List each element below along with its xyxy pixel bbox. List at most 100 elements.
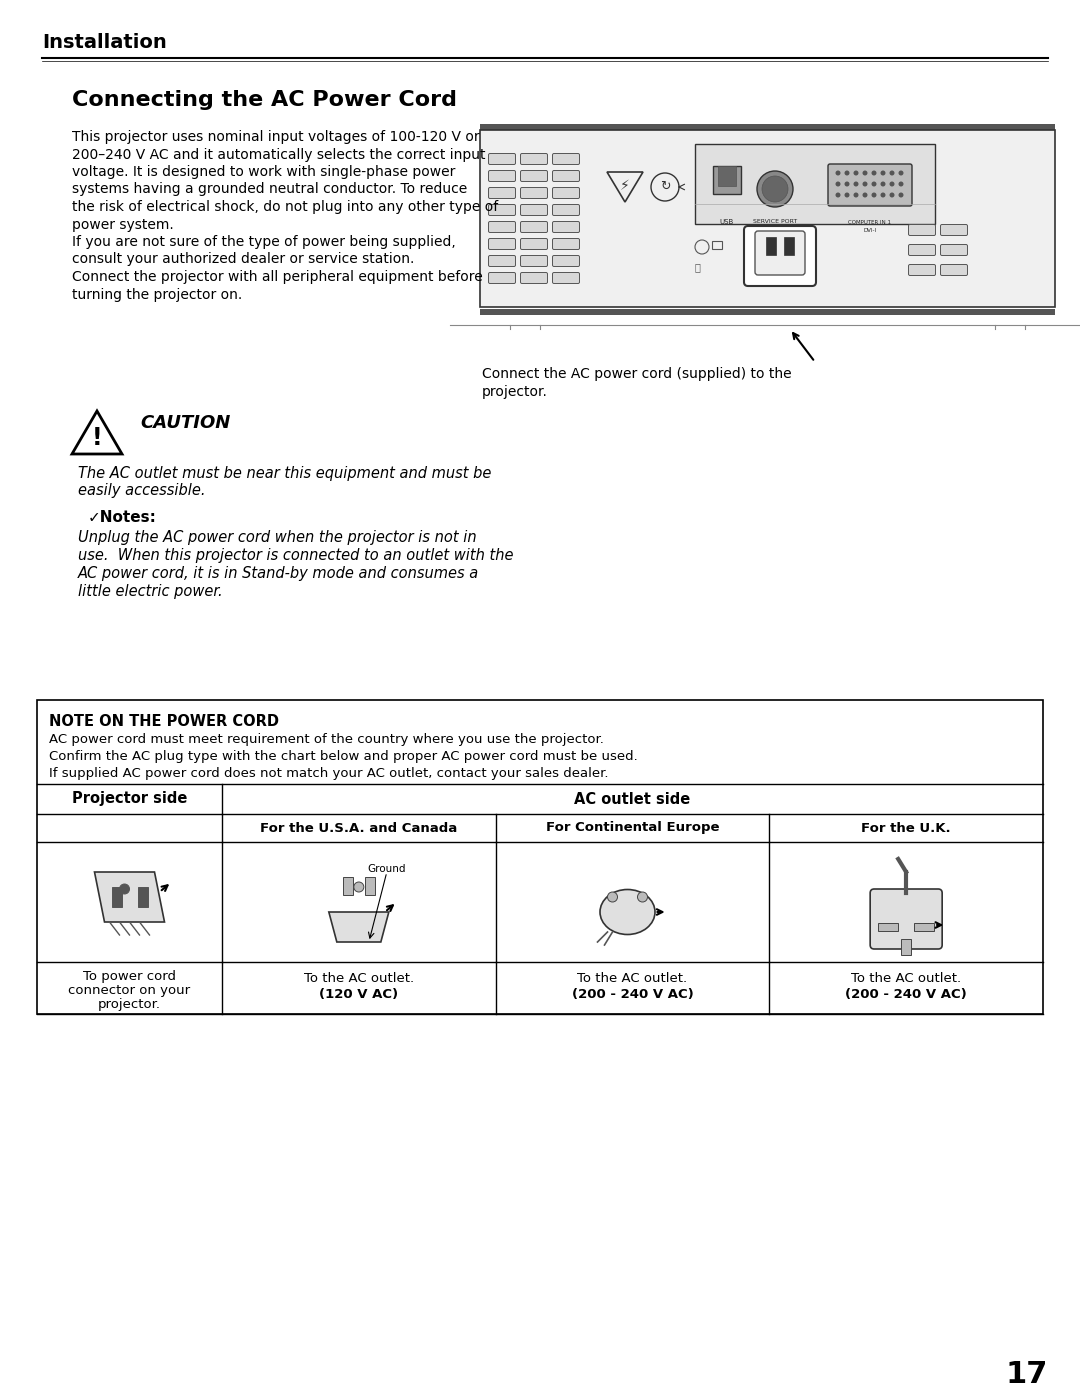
Circle shape [836, 182, 840, 186]
FancyBboxPatch shape [521, 239, 548, 250]
Bar [342, 876, 353, 895]
Bar [137, 888, 148, 907]
FancyBboxPatch shape [744, 226, 816, 286]
Circle shape [836, 171, 840, 175]
Ellipse shape [600, 889, 654, 935]
Text: projector.: projector. [98, 999, 161, 1011]
Text: connector on your: connector on your [68, 983, 190, 997]
Circle shape [845, 171, 850, 175]
Polygon shape [72, 411, 122, 454]
Bar [713, 167, 741, 194]
Text: 17: 17 [1005, 1360, 1048, 1389]
FancyBboxPatch shape [521, 171, 548, 182]
FancyBboxPatch shape [870, 889, 942, 949]
FancyBboxPatch shape [941, 244, 968, 256]
Text: CAUTION: CAUTION [140, 414, 230, 432]
Bar [111, 888, 121, 907]
FancyBboxPatch shape [488, 171, 515, 182]
FancyBboxPatch shape [553, 188, 580, 199]
Text: voltage. It is designed to work with single-phase power: voltage. It is designed to work with sin… [72, 165, 456, 179]
Text: To the AC outlet.: To the AC outlet. [303, 972, 414, 985]
FancyBboxPatch shape [755, 231, 805, 275]
Circle shape [757, 171, 793, 207]
Text: 🔒: 🔒 [694, 263, 700, 272]
Circle shape [651, 174, 679, 201]
FancyBboxPatch shape [521, 256, 548, 267]
Text: If you are not sure of the type of power being supplied,: If you are not sure of the type of power… [72, 235, 456, 249]
Text: AC power cord, it is in Stand-by mode and consumes a: AC power cord, it is in Stand-by mode an… [78, 565, 480, 581]
Bar [878, 924, 899, 931]
Text: (200 - 240 V AC): (200 - 240 V AC) [846, 988, 967, 1001]
FancyBboxPatch shape [941, 225, 968, 236]
FancyBboxPatch shape [553, 204, 580, 215]
Polygon shape [328, 913, 389, 942]
Circle shape [836, 193, 840, 197]
Text: ⚡: ⚡ [620, 179, 630, 193]
Text: AC outlet side: AC outlet side [575, 792, 690, 807]
Text: DVI-I: DVI-I [863, 228, 877, 233]
Circle shape [863, 193, 867, 197]
Circle shape [762, 176, 788, 201]
Bar [480, 131, 1055, 307]
Text: For Continental Europe: For Continental Europe [545, 821, 719, 835]
FancyBboxPatch shape [488, 221, 515, 232]
Circle shape [899, 193, 904, 197]
Text: easily accessible.: easily accessible. [78, 483, 205, 499]
Text: For the U.K.: For the U.K. [862, 821, 951, 835]
FancyBboxPatch shape [488, 188, 515, 199]
FancyBboxPatch shape [488, 239, 515, 250]
FancyBboxPatch shape [553, 272, 580, 283]
Text: NOTE ON THE POWER CORD: NOTE ON THE POWER CORD [49, 714, 279, 729]
Text: USB: USB [720, 219, 734, 225]
Text: ↻: ↻ [660, 179, 671, 193]
Text: the risk of electrical shock, do not plug into any other type of: the risk of electrical shock, do not plu… [72, 200, 498, 214]
Text: systems having a grounded neutral conductor. To reduce: systems having a grounded neutral conduc… [72, 182, 468, 196]
Bar [766, 238, 777, 256]
Text: Ground: Ground [367, 864, 406, 874]
FancyBboxPatch shape [488, 154, 515, 164]
Circle shape [863, 182, 867, 186]
Text: ✓Notes:: ✓Notes: [87, 510, 157, 525]
FancyBboxPatch shape [908, 225, 935, 236]
Circle shape [853, 171, 859, 175]
Circle shape [890, 193, 894, 197]
Bar [37, 700, 1043, 1014]
Circle shape [637, 892, 648, 901]
Circle shape [872, 171, 877, 175]
Bar [480, 308, 1055, 315]
Circle shape [899, 182, 904, 186]
FancyBboxPatch shape [488, 204, 515, 215]
Circle shape [120, 883, 130, 895]
Text: AC power cord must meet requirement of the country where you use the projector.: AC power cord must meet requirement of t… [49, 733, 604, 746]
Text: This projector uses nominal input voltages of 100-120 V or: This projector uses nominal input voltag… [72, 131, 480, 144]
Text: Connect the AC power cord (supplied) to the: Connect the AC power cord (supplied) to … [482, 367, 792, 381]
Text: little electric power.: little electric power. [78, 583, 222, 599]
Text: (120 V AC): (120 V AC) [320, 988, 399, 1001]
Bar [784, 238, 794, 256]
Circle shape [872, 182, 877, 186]
Circle shape [872, 193, 877, 197]
Text: To the AC outlet.: To the AC outlet. [851, 972, 961, 985]
FancyBboxPatch shape [908, 244, 935, 256]
FancyBboxPatch shape [521, 204, 548, 215]
FancyBboxPatch shape [553, 239, 580, 250]
FancyBboxPatch shape [553, 154, 580, 164]
Circle shape [890, 182, 894, 186]
FancyBboxPatch shape [908, 264, 935, 275]
Text: The AC outlet must be near this equipment and must be: The AC outlet must be near this equipmen… [78, 465, 491, 481]
FancyBboxPatch shape [521, 272, 548, 283]
Text: COMPUTER IN 1: COMPUTER IN 1 [849, 219, 891, 225]
Bar [712, 242, 723, 249]
Polygon shape [607, 172, 643, 201]
Text: !: ! [92, 426, 103, 450]
Circle shape [880, 182, 886, 186]
FancyBboxPatch shape [553, 256, 580, 267]
Text: turning the projector on.: turning the projector on. [72, 288, 242, 301]
FancyBboxPatch shape [941, 264, 968, 275]
FancyBboxPatch shape [521, 188, 548, 199]
Text: For the U.S.A. and Canada: For the U.S.A. and Canada [260, 821, 458, 835]
Bar [696, 144, 935, 224]
Text: SERVICE PORT: SERVICE PORT [753, 219, 797, 224]
Text: consult your authorized dealer or service station.: consult your authorized dealer or servic… [72, 253, 415, 267]
Circle shape [863, 171, 867, 175]
